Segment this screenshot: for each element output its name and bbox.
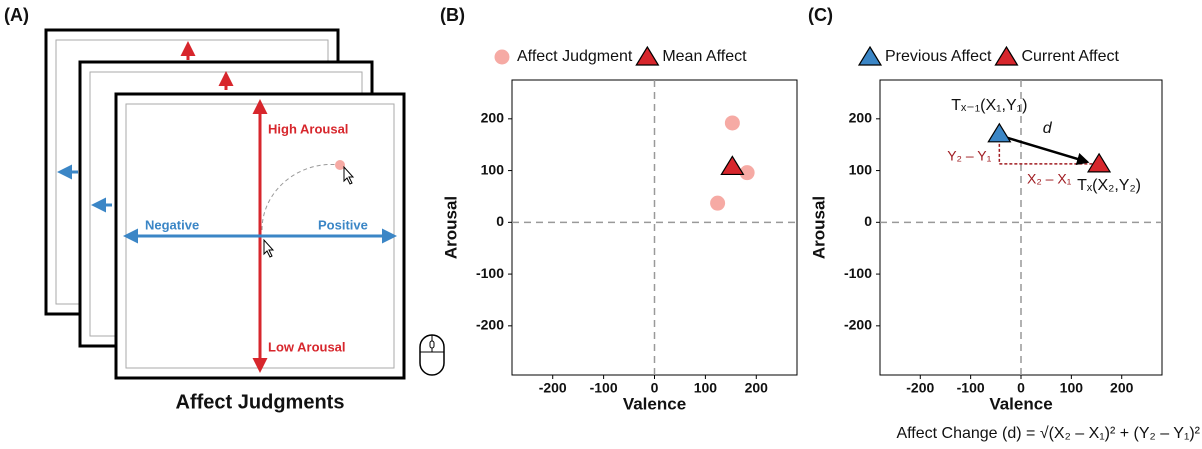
x-tick-label: -200	[906, 380, 934, 396]
dy-label: Y₂ – Y₁	[947, 148, 991, 164]
y-tick-label: -100	[476, 265, 504, 281]
x-tick-label: 100	[1060, 380, 1084, 396]
circle-marker	[494, 49, 510, 65]
start-label: Tₓ₋₁(X₁,Y₁)	[951, 97, 1027, 114]
positive-label: Positive	[318, 217, 368, 232]
x-tick-label: -100	[590, 380, 618, 396]
y-axis-label: Arousal	[809, 196, 828, 259]
y-tick-label: 0	[864, 213, 872, 229]
triangle-marker	[987, 122, 1012, 143]
circle-marker	[724, 115, 740, 131]
x-tick-label: -100	[957, 380, 985, 396]
panel-a-title: Affect Judgments	[176, 391, 345, 413]
y-tick-label: -200	[476, 317, 504, 333]
y-tick-label: 100	[849, 161, 873, 177]
end-label: Tₓ(X₂,Y₂)	[1077, 177, 1141, 194]
x-axis-label: Valence	[623, 394, 686, 413]
y-tick-label: -100	[844, 265, 872, 281]
dx-label: X₂ – X₁	[1027, 171, 1072, 187]
legend-label: Affect Judgment	[517, 48, 633, 65]
high-arousal-label: High Arousal	[268, 121, 348, 136]
negative-label: Negative	[145, 217, 199, 232]
x-tick-label: 200	[1110, 380, 1134, 396]
panel-label: (C)	[808, 5, 833, 25]
y-axis-label: Arousal	[441, 196, 460, 259]
formula: Affect Change (d) = √(X₂ – X₁)² + (Y₂ – …	[896, 425, 1200, 442]
x-axis-label: Valence	[989, 394, 1052, 413]
triangle-marker	[635, 45, 660, 66]
screen-stack	[44, 28, 445, 380]
triangle-marker	[857, 45, 883, 66]
y-tick-label: -200	[844, 317, 872, 333]
triangle-marker	[720, 155, 745, 176]
x-tick-label: 200	[745, 380, 769, 396]
y-tick-label: 200	[481, 110, 505, 126]
x-tick-label: 0	[651, 380, 659, 396]
low-arousal-label: Low Arousal	[268, 339, 346, 354]
panel-label: (A)	[4, 5, 29, 25]
legend-label: Mean Affect	[662, 48, 747, 65]
x-tick-label: 0	[1017, 380, 1025, 396]
x-tick-label: -200	[539, 380, 567, 396]
panel-label: (B)	[440, 5, 465, 25]
circle-marker	[710, 195, 726, 211]
d-label: d	[1043, 120, 1053, 137]
x-tick-label: 100	[694, 380, 718, 396]
y-tick-label: 0	[496, 213, 504, 229]
circle-marker	[739, 165, 755, 181]
legend-label: Current Affect	[1021, 48, 1119, 65]
legend-label: Previous Affect	[885, 48, 992, 65]
change-arrow	[1006, 136, 1090, 165]
triangle-marker	[1086, 152, 1112, 173]
y-tick-label: 100	[481, 161, 505, 177]
y-tick-label: 200	[849, 110, 873, 126]
triangle-marker	[994, 45, 1019, 66]
